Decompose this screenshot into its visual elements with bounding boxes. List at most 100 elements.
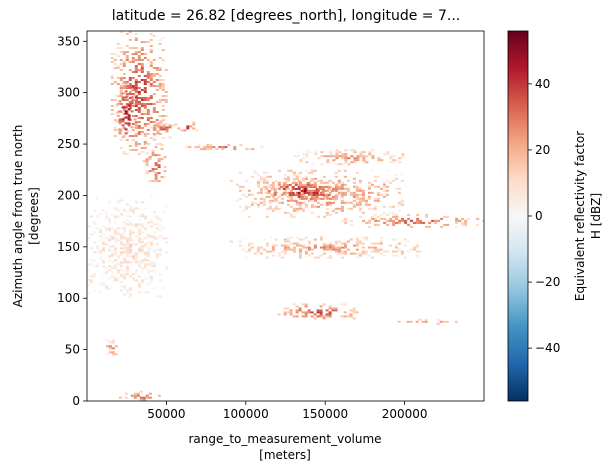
heatmap-cell [125, 105, 129, 107]
heatmap-cell [262, 199, 266, 202]
heatmap-cell [299, 159, 303, 162]
heatmap-cell [295, 242, 299, 245]
heatmap-cell [294, 188, 298, 190]
heatmap-cell [343, 175, 347, 178]
heatmap-cell [288, 194, 292, 196]
heatmap-cell [141, 281, 144, 284]
heatmap-cell [140, 69, 144, 71]
heatmap-cell [158, 85, 162, 87]
heatmap-cell [279, 186, 283, 188]
heatmap-cell [377, 159, 381, 162]
heatmap-cell [322, 181, 326, 184]
heatmap-cell [271, 248, 275, 251]
heatmap-cell [262, 185, 266, 188]
heatmap-cell [102, 249, 105, 252]
heatmap-cell [392, 155, 396, 158]
heatmap-cell [349, 191, 353, 194]
heatmap-cell [123, 209, 126, 212]
heatmap-cell [407, 223, 411, 226]
heatmap-cell [373, 246, 377, 249]
heatmap-cell [286, 240, 290, 243]
heatmap-cell [150, 126, 154, 129]
heatmap-cell [87, 263, 90, 266]
heatmap-cell [108, 247, 111, 250]
heatmap-cell [134, 85, 138, 87]
heatmap-cell [256, 183, 260, 186]
heatmap-cell [400, 203, 404, 206]
heatmap-cell [149, 75, 153, 77]
heatmap-cell [137, 121, 141, 123]
heatmap-cell [373, 175, 377, 178]
heatmap-cell [116, 55, 120, 57]
heatmap-cell [105, 217, 108, 220]
heatmap-cell [262, 203, 266, 206]
heatmap-cell [292, 179, 296, 182]
heatmap-cell [119, 77, 123, 79]
heatmap-cell [313, 244, 317, 247]
heatmap-cell [141, 279, 144, 282]
heatmap-cell [125, 93, 129, 95]
heatmap-cell [153, 138, 157, 141]
heatmap-cell [119, 93, 123, 95]
heatmap-cell [113, 135, 117, 137]
heatmap-cell [346, 240, 350, 243]
heatmap-cell [124, 396, 128, 399]
heatmap-cell [159, 273, 162, 276]
heatmap-cell [158, 69, 162, 71]
heatmap-cell [138, 215, 141, 218]
heatmap-cell [380, 217, 384, 220]
heatmap-cell [137, 87, 141, 89]
heatmap-cell [233, 148, 237, 151]
heatmap-cell [389, 161, 393, 164]
heatmap-cell [373, 242, 377, 245]
heatmap-cell [307, 309, 311, 312]
heatmap-cell [356, 159, 360, 162]
heatmap-cell [349, 313, 353, 316]
heatmap-cell [149, 137, 153, 139]
heatmap-cell [87, 237, 90, 240]
heatmap-cell [168, 124, 172, 127]
heatmap-cell [126, 241, 129, 244]
heatmap-cell [93, 241, 96, 244]
heatmap-cell [241, 238, 245, 241]
heatmap-cell [285, 184, 289, 186]
heatmap-cell [400, 201, 404, 204]
heatmap-cell [313, 177, 317, 180]
heatmap-cell [102, 281, 105, 284]
heatmap-cell [310, 248, 314, 251]
colorbar-tick-label: 40 [535, 77, 550, 91]
heatmap-cell [282, 184, 286, 186]
heatmap-cell [305, 155, 309, 158]
heatmap-cell [410, 225, 414, 228]
heatmap-cell [355, 195, 359, 198]
heatmap-cell [135, 199, 138, 202]
heatmap-cell [331, 197, 335, 200]
heatmap-cell [102, 237, 105, 240]
heatmap-cell [361, 191, 365, 194]
heatmap-cell [292, 171, 296, 174]
heatmap-cell [147, 253, 150, 256]
heatmap-cell [134, 115, 138, 117]
heatmap-cell [129, 245, 132, 248]
heatmap-cell [122, 109, 126, 111]
heatmap-cell [318, 186, 322, 188]
heatmap-cell [301, 207, 305, 210]
heatmap-cell [295, 309, 299, 312]
heatmap-cell [361, 252, 365, 255]
heatmap-cell [129, 239, 132, 242]
heatmap-cell [114, 239, 117, 242]
heatmap-cell [264, 188, 268, 190]
heatmap-cell [147, 255, 150, 258]
heatmap-cell [296, 151, 300, 154]
heatmap-cell [265, 256, 269, 259]
heatmap-cell [146, 143, 150, 145]
heatmap-cell [152, 109, 156, 111]
heatmap-cell [153, 265, 156, 268]
heatmap-cell [121, 124, 125, 127]
heatmap-cell [303, 188, 307, 190]
heatmap-cell [295, 209, 299, 212]
heatmap-cell [114, 217, 117, 220]
heatmap-cell [151, 150, 155, 153]
heatmap-cell [117, 269, 120, 272]
heatmap-cell [265, 244, 269, 247]
